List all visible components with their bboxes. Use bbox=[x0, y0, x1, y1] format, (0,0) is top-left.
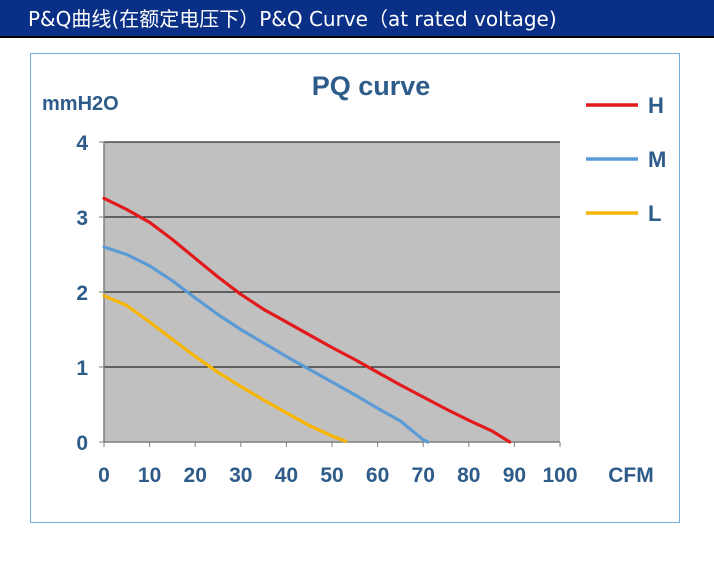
x-tick-label: 30 bbox=[229, 464, 252, 487]
x-tick-label: 60 bbox=[366, 464, 389, 487]
x-tick-label: 70 bbox=[412, 464, 435, 487]
x-tick-label: 100 bbox=[542, 464, 577, 487]
legend-label-l: L bbox=[648, 201, 661, 226]
x-tick-label: 0 bbox=[98, 464, 110, 487]
x-axis-label: CFM bbox=[608, 464, 654, 487]
header-title: P&Q曲线(在额定电压下）P&Q Curve（at rated voltage) bbox=[0, 0, 714, 38]
x-tick-label: 80 bbox=[457, 464, 480, 487]
y-tick-label: 3 bbox=[76, 207, 88, 230]
x-tick-label: 20 bbox=[184, 464, 207, 487]
y-tick-label: 4 bbox=[76, 132, 88, 155]
chart-title: PQ curve bbox=[312, 71, 431, 101]
y-axis-label: mmH2O bbox=[42, 93, 119, 115]
x-tick-label: 90 bbox=[503, 464, 526, 487]
y-tick-label: 2 bbox=[76, 282, 88, 305]
y-tick-label: 0 bbox=[76, 432, 88, 455]
series-line-l bbox=[102, 294, 348, 443]
legend-label-h: H bbox=[648, 93, 664, 118]
y-tick-label: 1 bbox=[76, 357, 88, 380]
x-tick-label: 40 bbox=[275, 464, 298, 487]
legend-label-m: M bbox=[648, 147, 666, 172]
series-line-m bbox=[102, 245, 430, 444]
x-tick-label: 50 bbox=[320, 464, 343, 487]
series-line-h bbox=[102, 196, 512, 444]
x-tick-label: 10 bbox=[138, 464, 161, 487]
